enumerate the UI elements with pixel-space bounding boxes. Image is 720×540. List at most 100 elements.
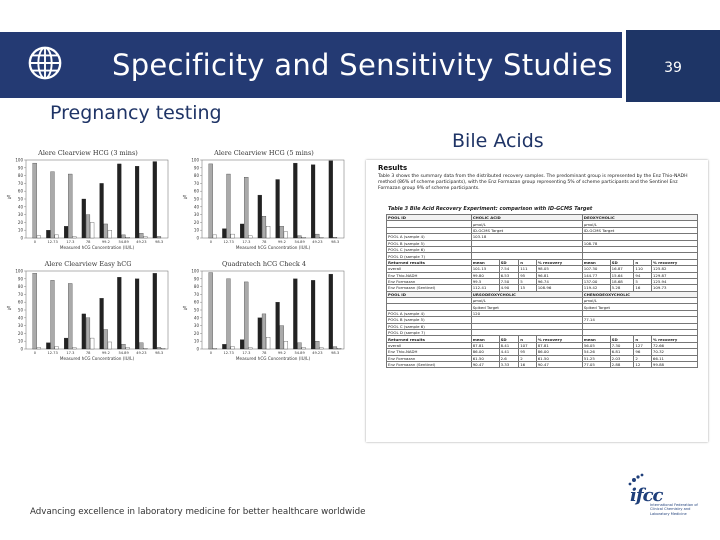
bar <box>121 344 126 350</box>
table-cell: 61.50 <box>535 354 583 363</box>
bar <box>135 278 140 350</box>
table-cell: 16.87 <box>609 265 635 273</box>
data-row: overall 87.81 8.41 107 87.81 56.05 7.30 127 72.6… <box>386 341 699 350</box>
y-tick-label: 0 <box>20 236 23 241</box>
bar <box>248 347 253 350</box>
x-tick-label: 98.3 <box>155 240 163 244</box>
table-cell: 4.41 <box>498 348 520 356</box>
y-tick-label: 100 <box>15 269 23 274</box>
table-cell: 3.33 <box>498 360 520 369</box>
table-cell: 98.05 <box>535 265 583 273</box>
bar <box>319 347 324 350</box>
bar <box>266 226 271 239</box>
bar <box>90 337 95 350</box>
bar <box>301 347 306 350</box>
table-cell: 96.74 <box>535 277 583 286</box>
x-tick-label: 98.3 <box>331 351 339 355</box>
table-cell: mean <box>470 258 500 267</box>
bar <box>293 278 298 350</box>
table-cell <box>581 309 699 318</box>
y-tick-label: 80 <box>194 284 200 289</box>
bar <box>244 281 249 350</box>
bar <box>64 337 69 350</box>
table-cell: mean <box>581 258 611 267</box>
x-tick-label: 17.3 <box>66 351 74 355</box>
table-cell: 61.50 <box>470 354 500 363</box>
table-cell: 72.66 <box>650 341 699 350</box>
pregnancy-charts: 0 10 20 30 40 50 60 70 80 90 100% 0 12.73 17.3 78 99.2 5… <box>0 148 352 370</box>
bar <box>283 231 288 239</box>
table-cell: SD <box>609 258 635 267</box>
x-tick-label: 12.73 <box>223 351 233 355</box>
table-cell: 51.25 <box>581 354 611 363</box>
table-cell: 99.5 <box>470 277 500 286</box>
y-tick-label: 40 <box>18 315 24 320</box>
chart-title: Alere Clearview HCG (3 mins) <box>38 149 138 157</box>
bar <box>279 325 284 350</box>
data-row: Enz Thio-NADH 99.80 6.53 95 96.81 144.77 15.64… <box>386 271 699 279</box>
bar <box>117 277 122 350</box>
y-tick-label: 70 <box>194 292 200 297</box>
bar <box>266 337 271 350</box>
pool-row: POOL B (sample 5) 77.14 <box>386 316 699 324</box>
y-tick-label: 20 <box>194 220 200 225</box>
bar <box>99 298 104 350</box>
x-axis-label: Measured hCG Concentration (IU/L) <box>60 356 135 361</box>
x-tick-label: 99.2 <box>102 351 110 355</box>
column-header-row: Returned results mean SD n% recovery mean SD n… <box>386 258 699 267</box>
bar <box>293 162 298 239</box>
x-tick-label: 12.73 <box>47 351 57 355</box>
table-cell: 77.14 <box>581 316 699 324</box>
table-cell: 125.82 <box>650 265 699 273</box>
y-tick-label: 90 <box>18 165 24 170</box>
bar <box>301 237 306 239</box>
target-label-row: Spiked Target Spiked Target <box>386 303 699 311</box>
table-cell: 87.81 <box>535 341 583 350</box>
y-tick-label: 50 <box>194 197 200 202</box>
bar <box>85 317 91 350</box>
table-cell <box>581 252 699 260</box>
chart-quadratech: 0 10 20 30 40 50 60 70 80 90 100% 0 12.73 17.3 78 99.2 5… <box>176 259 352 370</box>
chart-plot: 0 10 20 30 40 50 60 70 80 90 100% 0 12.73 17.3 78 99.2 5… <box>7 269 169 361</box>
y-tick-label: 80 <box>194 173 200 178</box>
chart-clearview-easy: 0 10 20 30 40 50 60 70 80 90 100% 0 12.73 17.3 78 99.2 5… <box>0 259 176 370</box>
results-document: Results Table 3 shows the summary data f… <box>366 160 708 442</box>
x-tick-label: 17.3 <box>242 240 250 244</box>
table-cell: CHENODEOXYCHOLIC <box>581 290 699 299</box>
table-cell <box>581 322 699 331</box>
x-tick-label: 49.23 <box>136 351 146 355</box>
y-tick-label: 70 <box>18 292 24 297</box>
y-tick-label: 20 <box>194 331 200 336</box>
logo-wordmark: ifcc <box>630 485 664 506</box>
x-tick-label: 17.3 <box>242 351 250 355</box>
bar <box>315 233 320 239</box>
table-cell: 5.28 <box>609 284 635 292</box>
bar <box>279 226 284 239</box>
bar <box>68 283 73 350</box>
bar <box>248 235 253 239</box>
table-caption: Table 3 Bile Acid Recovery Experiment: c… <box>388 206 593 212</box>
logo-tagline: International Federation of Clinical Che… <box>650 503 698 516</box>
chart-plot: 0 10 20 30 40 50 60 70 80 90 100% 0 12.73 17.3 78 99.2 5… <box>183 269 345 361</box>
bar <box>212 234 217 239</box>
y-tick-label: 0 <box>196 236 199 241</box>
bar <box>226 173 231 239</box>
chart-title: Alere Clearview HCG (5 mins) <box>214 149 314 157</box>
y-tick-label: 80 <box>18 173 24 178</box>
x-tick-label: 12.73 <box>223 240 233 244</box>
bar <box>261 313 267 350</box>
data-row: Enz Formazan 99.5 7.50 5 96.74 137.00 18.68 5 12… <box>386 277 699 286</box>
table-cell: SD <box>609 335 635 343</box>
table-cell: SD <box>498 335 520 343</box>
table-cell: 2.88 <box>609 360 635 369</box>
bar <box>319 237 324 239</box>
bar <box>222 344 227 350</box>
table-cell: 137.00 <box>581 277 611 286</box>
y-tick-label: 10 <box>18 339 24 344</box>
y-tick-label: 80 <box>18 284 24 289</box>
plot-area <box>201 159 345 239</box>
slide-title: Specificity and Sensitivity Studies <box>112 48 613 82</box>
y-tick-label: 0 <box>196 347 199 352</box>
title-bar <box>0 32 622 100</box>
bar <box>230 233 235 239</box>
